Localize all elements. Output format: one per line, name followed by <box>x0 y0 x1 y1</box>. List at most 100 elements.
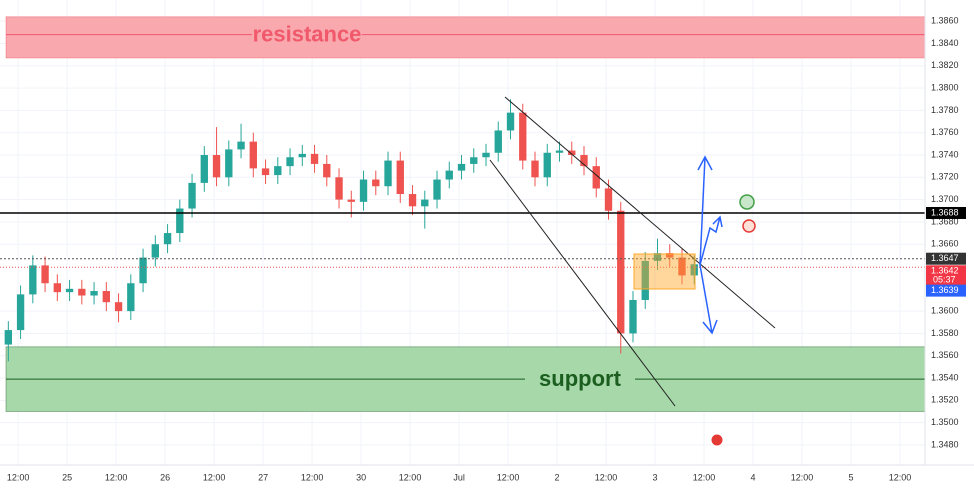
zone-label-bg <box>525 366 635 393</box>
countdown-label: 05:37 <box>933 275 956 285</box>
candle-body <box>237 141 245 150</box>
price-tag <box>926 284 966 297</box>
candle-body <box>641 260 649 300</box>
candle-body <box>335 177 343 200</box>
y-tick-label: 1.3580 <box>931 328 959 338</box>
zone-label-bg <box>252 21 362 48</box>
candle-body <box>163 233 172 245</box>
candle-body <box>200 155 208 183</box>
price-tag-label: 1.3642 <box>931 266 959 276</box>
signal-circle <box>739 194 755 210</box>
candle-body <box>286 157 294 167</box>
y-tick-label: 1.3660 <box>931 239 959 249</box>
candle-body <box>531 160 539 178</box>
y-tick-label: 1.3780 <box>931 105 959 115</box>
x-tick-label: 2 <box>555 472 560 482</box>
trend-line <box>489 159 676 407</box>
candle-body <box>90 291 98 296</box>
candle-body <box>592 166 600 189</box>
candle-body <box>225 149 233 178</box>
candle-body <box>53 283 61 293</box>
annotations <box>489 96 776 447</box>
candle-body <box>445 170 453 180</box>
candle-body <box>433 179 441 200</box>
candle-body <box>506 112 515 131</box>
candle-body <box>151 244 159 258</box>
candle-body <box>678 257 686 276</box>
candle-body <box>653 253 662 261</box>
candle-body <box>617 210 625 334</box>
x-tick-label: 12:00 <box>203 472 226 482</box>
signal-circle <box>742 219 756 233</box>
candle-body <box>396 160 404 195</box>
x-tick-label: 12:00 <box>889 472 912 482</box>
x-tick-label: 12:00 <box>301 472 324 482</box>
candle-body <box>212 155 221 178</box>
candle-body <box>65 288 74 293</box>
candle-body <box>139 257 147 284</box>
x-tick-label: 25 <box>62 472 72 482</box>
candle-body <box>555 150 564 153</box>
x-tick-label: 12:00 <box>399 472 422 482</box>
x-tick-label: 4 <box>751 472 756 482</box>
x-tick-label: Jul <box>453 472 465 482</box>
y-tick-label: 1.3520 <box>931 395 959 405</box>
x-tick-label: 12:00 <box>693 472 716 482</box>
candle-body <box>188 182 196 209</box>
candles <box>4 99 698 362</box>
x-tick-label: 12:00 <box>497 472 520 482</box>
candle-body <box>457 163 466 171</box>
y-tick-label: 1.3700 <box>931 194 959 204</box>
candle-body <box>580 155 588 167</box>
candle-body <box>568 150 576 155</box>
zones: resistance support <box>5 16 926 412</box>
consolidation-box <box>633 253 696 290</box>
candle-body <box>359 179 368 202</box>
x-tick-label: 12:00 <box>105 472 128 482</box>
y-tick-label: 1.3760 <box>931 127 959 137</box>
arrow-down <box>699 264 718 335</box>
y-tick-label: 1.3720 <box>931 172 959 182</box>
y-tick-label: 1.3840 <box>931 38 959 48</box>
zone-label: support <box>539 366 622 391</box>
price-tag <box>926 252 966 265</box>
x-tick-label: 30 <box>356 472 366 482</box>
y-tick-label: 1.3600 <box>931 305 959 315</box>
candle-body <box>298 153 306 158</box>
price-tag-label: 1.3688 <box>931 207 959 217</box>
y-tick-label: 1.3800 <box>931 82 959 92</box>
arrow-breakout <box>699 215 723 266</box>
candle-body <box>629 299 637 334</box>
price-tag <box>926 265 966 287</box>
candle-body <box>470 157 478 164</box>
y-tick-label: 1.3560 <box>931 350 959 360</box>
axes: 1.3860 1.3840 1.3820 1.3800 1.3780 1.3760 1.37… <box>7 16 966 482</box>
candle-body <box>421 199 429 207</box>
arrow-up <box>697 155 713 266</box>
y-tick-label: 1.3680 <box>931 216 959 226</box>
x-tick-label: 3 <box>653 472 658 482</box>
candle-body <box>310 153 319 164</box>
zone-label: resistance <box>253 21 362 46</box>
candle-body <box>16 294 25 331</box>
y-tick-label: 1.3480 <box>931 439 959 449</box>
x-tick-label: 12:00 <box>791 472 814 482</box>
candle-body <box>543 152 551 178</box>
x-tick-label: 12:00 <box>595 472 618 482</box>
x-tick-label: 27 <box>258 472 268 482</box>
candle-body <box>494 130 502 153</box>
trend-line <box>504 96 776 329</box>
y-tick-label: 1.3820 <box>931 60 959 70</box>
candle-body <box>384 160 392 187</box>
price-tag <box>926 206 966 219</box>
levels <box>0 212 925 268</box>
price-tag-label: 1.3647 <box>931 253 959 263</box>
candle-body <box>78 288 86 296</box>
y-tick-label: 1.3500 <box>931 417 959 427</box>
candle-body <box>482 152 490 158</box>
event-icon[interactable] <box>710 433 724 447</box>
candle-body <box>604 188 613 211</box>
candle-body <box>102 291 110 303</box>
candle-body <box>372 179 380 187</box>
